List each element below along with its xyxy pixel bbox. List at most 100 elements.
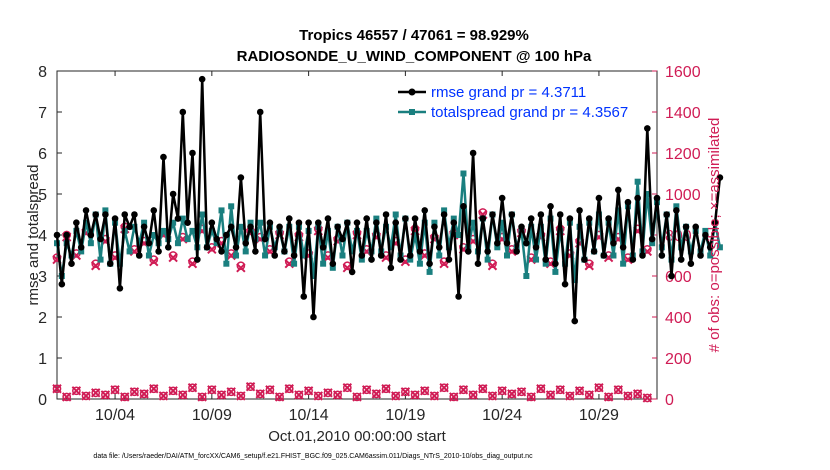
rmse-point bbox=[450, 219, 458, 226]
rmse-point bbox=[600, 252, 608, 259]
y-axis-label-right: # of obs: o=possible; ×=assimilated bbox=[706, 118, 723, 353]
assimilated-marker bbox=[216, 390, 227, 400]
rmse-point bbox=[547, 203, 554, 210]
bottom-possible-marker bbox=[159, 391, 168, 401]
x-tick-label: 10/24 bbox=[482, 407, 522, 424]
totalspread-point bbox=[102, 207, 109, 214]
totalspread-point bbox=[431, 219, 438, 226]
totalspread-point bbox=[363, 227, 370, 234]
bottom-possible-marker bbox=[362, 385, 372, 395]
rmse-point bbox=[227, 223, 235, 231]
assimilated-marker bbox=[139, 389, 149, 399]
rmse-point bbox=[63, 231, 70, 239]
totalspread-point bbox=[595, 211, 602, 218]
rmse-point bbox=[92, 211, 100, 218]
bottom-possible-marker bbox=[255, 389, 265, 399]
totalspread-point bbox=[237, 223, 244, 230]
x-tick-label: 10/29 bbox=[579, 407, 619, 424]
rmse-point bbox=[102, 211, 109, 218]
rmse-point bbox=[489, 211, 496, 218]
rmse-point bbox=[314, 219, 322, 226]
rmse-point bbox=[58, 280, 66, 288]
assimilated-marker bbox=[187, 383, 198, 393]
legend-spread-label: totalspread grand pr = 4.3567 bbox=[431, 104, 628, 121]
totalspread-point bbox=[141, 219, 148, 226]
totalspread-point bbox=[470, 219, 477, 226]
assimilated-marker bbox=[429, 391, 440, 401]
legend: rmse grand pr = 4.3711 totalspread grand… bbox=[398, 84, 628, 121]
rmse-point bbox=[561, 280, 569, 288]
assimilated-marker bbox=[449, 392, 459, 402]
bottom-possible-marker bbox=[594, 383, 604, 393]
totalspread-point bbox=[542, 260, 549, 267]
bottom-possible-marker bbox=[459, 385, 468, 395]
rmse-point bbox=[716, 174, 724, 181]
assimilated-marker bbox=[149, 256, 159, 267]
bottom-possible-marker bbox=[575, 386, 584, 396]
rmse-point bbox=[455, 293, 462, 300]
rmse-point bbox=[556, 211, 564, 218]
totalspread-point bbox=[441, 207, 448, 214]
totalspread-point bbox=[116, 260, 123, 267]
assimilated-marker bbox=[245, 381, 256, 392]
totalspread-point bbox=[223, 260, 230, 267]
assimilated-marker bbox=[178, 390, 188, 400]
rmse-point bbox=[300, 293, 308, 300]
rmse-point bbox=[319, 244, 327, 251]
bottom-possible-marker bbox=[236, 391, 246, 401]
left-tick-label: 2 bbox=[38, 310, 47, 327]
rmse-point bbox=[135, 252, 143, 259]
assimilated-marker bbox=[207, 385, 217, 395]
x-tick-label: 10/19 bbox=[385, 407, 425, 424]
totalspread-point bbox=[634, 178, 641, 185]
rmse-point bbox=[566, 215, 574, 222]
assimilated-marker bbox=[265, 385, 275, 395]
rmse-series bbox=[53, 75, 724, 325]
totalspread-point bbox=[145, 252, 152, 259]
rmse-point bbox=[358, 252, 366, 259]
bottom-possible-marker bbox=[604, 392, 613, 402]
totalspread-point bbox=[615, 207, 622, 214]
rmse-point bbox=[213, 235, 220, 243]
totalspread-point bbox=[131, 223, 138, 230]
bottom-possible-marker bbox=[613, 385, 623, 395]
assimilated-marker bbox=[516, 387, 527, 397]
bottom-possible-marker bbox=[488, 391, 497, 401]
rmse-point bbox=[373, 219, 380, 226]
rmse-point bbox=[508, 211, 516, 218]
assimilated-marker bbox=[565, 391, 575, 401]
rmse-point bbox=[150, 207, 158, 214]
assimilated-marker bbox=[458, 385, 469, 395]
assimilated-marker bbox=[81, 391, 91, 401]
rmse-point bbox=[276, 223, 283, 231]
rmse-point bbox=[431, 223, 438, 231]
rmse-point bbox=[581, 256, 588, 263]
rmse-point bbox=[334, 223, 341, 231]
totalspread-point bbox=[228, 203, 235, 210]
rmse-point bbox=[339, 235, 346, 243]
assimilated-marker bbox=[584, 390, 594, 400]
rmse-point bbox=[639, 252, 646, 259]
assimilated-marker bbox=[381, 384, 391, 394]
left-tick-label: 6 bbox=[38, 146, 47, 163]
assimilated-marker bbox=[342, 383, 353, 393]
rmse-point bbox=[605, 215, 612, 222]
totalspread-point bbox=[349, 248, 356, 255]
right-tick-label: 1000 bbox=[665, 187, 701, 204]
rmse-point bbox=[377, 252, 385, 259]
totalspread-point bbox=[649, 240, 656, 247]
rmse-point bbox=[624, 198, 632, 206]
bottom-possible-marker bbox=[420, 386, 430, 396]
rmse-point bbox=[445, 256, 453, 263]
totalspread-point bbox=[702, 227, 709, 234]
rmse-point bbox=[198, 75, 206, 83]
bottom-possible-marker bbox=[72, 386, 81, 396]
x-axis-ticks: 10/04 10/09 10/14 10/19 10/24 10/29 bbox=[95, 71, 619, 424]
rmse-point bbox=[329, 260, 337, 268]
bottom-possible-marker bbox=[110, 385, 120, 395]
bottom-possible-marker bbox=[188, 383, 197, 393]
totalspread-point bbox=[218, 207, 225, 214]
right-tick-label: 1200 bbox=[665, 146, 701, 163]
bottom-possible-marker bbox=[81, 391, 91, 401]
